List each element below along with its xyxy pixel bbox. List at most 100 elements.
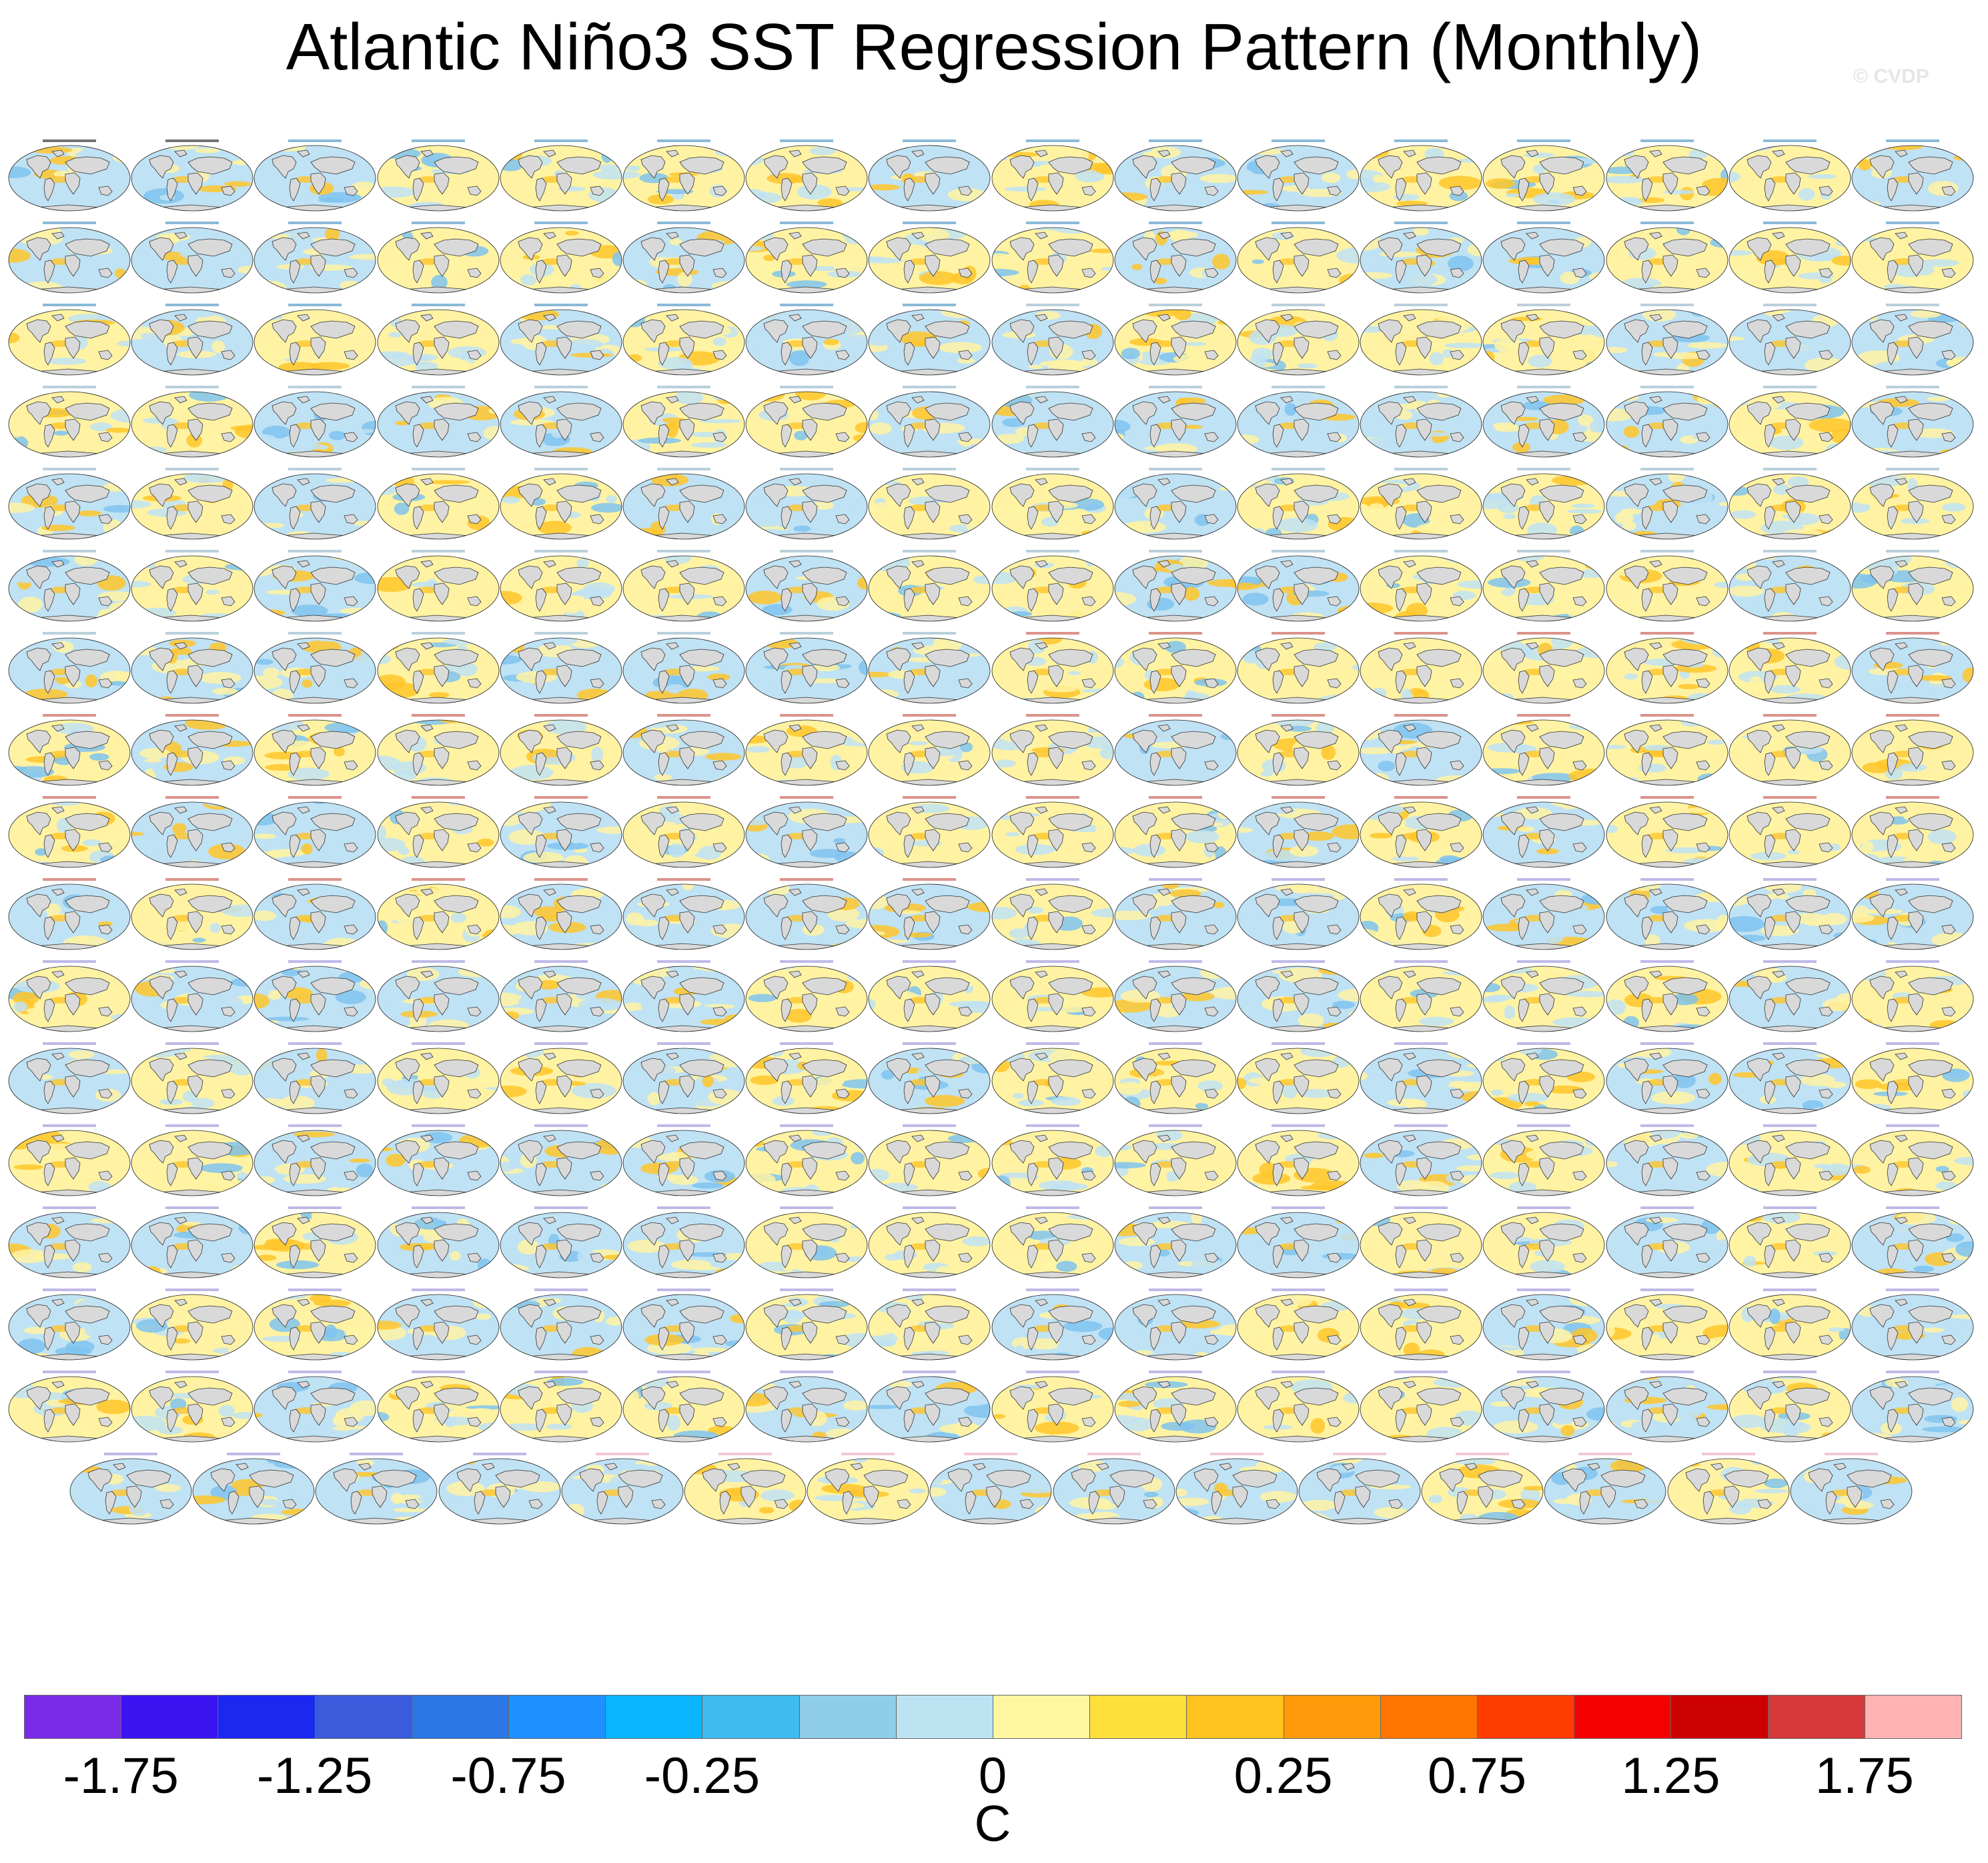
world-map: [1606, 555, 1728, 622]
panel-title-bar: [1272, 960, 1325, 963]
regression-map-panel: [500, 1122, 622, 1196]
regression-map-panel: [1237, 711, 1360, 786]
regression-map-panel: [131, 1040, 254, 1114]
panel-title-bar: [841, 1453, 895, 1455]
world-map: [131, 1048, 254, 1114]
panel-title-bar: [657, 960, 710, 963]
regression-map-panel: [868, 1040, 991, 1114]
regression-map-panel: [254, 465, 376, 540]
panel-title-bar: [1824, 1453, 1878, 1455]
panel-title-bar: [1886, 304, 1939, 306]
panel-title-bar: [1763, 714, 1817, 717]
regression-map-panel: [868, 958, 991, 1032]
world-map: [1728, 801, 1851, 868]
world-map: [991, 719, 1113, 786]
regression-map-panel: [868, 1286, 991, 1361]
panel-title-bar: [1640, 878, 1694, 881]
panel-title-bar: [1272, 1288, 1325, 1291]
panel-title-bar: [165, 468, 219, 470]
regression-map-panel: [1114, 1286, 1237, 1361]
world-map: [377, 309, 499, 376]
regression-map-panel: [1851, 875, 1974, 950]
world-map: [1482, 637, 1605, 704]
panel-title-bar: [657, 1371, 710, 1373]
world-map: [1482, 227, 1605, 294]
regression-map-panel: [8, 1040, 131, 1114]
regression-map-panel: [254, 958, 376, 1032]
regression-map-panel: [1790, 1450, 1913, 1525]
panel-title-bar: [288, 468, 342, 470]
regression-map-panel: [8, 1368, 131, 1443]
regression-map-panel: [929, 1450, 1052, 1525]
world-map: [500, 473, 622, 540]
regression-map-panel: [377, 301, 500, 376]
colorbar-tick-label: -1.75: [63, 1748, 179, 1804]
regression-map-panel: [1114, 301, 1237, 376]
panel-title-bar: [1025, 222, 1079, 224]
panel-title-bar: [1763, 1042, 1817, 1045]
world-map: [8, 637, 131, 704]
world-map: [622, 473, 745, 540]
world-map: [1114, 966, 1237, 1032]
world-map: [1114, 719, 1237, 786]
regression-map-panel: [1482, 629, 1605, 704]
world-map: [131, 391, 254, 458]
regression-map-panel: [991, 875, 1114, 950]
panel-title-bar: [534, 960, 588, 963]
regression-map-panel: [500, 1286, 622, 1361]
panel-title-bar: [657, 468, 710, 470]
world-map: [991, 883, 1113, 950]
world-map: [192, 1458, 315, 1525]
panel-title-bar: [657, 550, 710, 552]
regression-map-panel: [131, 793, 254, 868]
world-map: [500, 1130, 622, 1196]
panel-title-bar: [1886, 632, 1939, 635]
regression-map-panel: [868, 137, 991, 212]
world-map: [8, 1130, 131, 1196]
panel-title-bar: [534, 386, 588, 388]
world-map: [377, 227, 499, 294]
world-map: [1482, 1212, 1605, 1278]
world-map: [500, 555, 622, 622]
regression-map-panel: [1728, 875, 1851, 950]
panel-title-bar: [1886, 222, 1939, 224]
panel-title-bar: [903, 960, 957, 963]
panel-title-bar: [1394, 632, 1448, 635]
regression-map-panel: [868, 1122, 991, 1196]
panel-title-bar: [43, 796, 96, 799]
world-map: [377, 391, 499, 458]
world-map: [991, 1212, 1113, 1278]
panel-title-bar: [288, 1371, 342, 1373]
world-map: [1298, 1458, 1421, 1525]
world-map: [377, 966, 499, 1032]
panel-title-bar: [288, 960, 342, 963]
colorbar-tick-label: -0.75: [450, 1748, 566, 1804]
world-map: [131, 637, 254, 704]
world-map: [745, 391, 868, 458]
panel-title-bar: [288, 1206, 342, 1209]
panel-title-bar: [1148, 714, 1202, 717]
regression-map-panel: [131, 875, 254, 950]
regression-map-panel: [1606, 793, 1728, 868]
panel-title-bar: [1517, 1042, 1571, 1045]
regression-map-panel: [1360, 137, 1482, 212]
regression-map-panel: [991, 1368, 1114, 1443]
regression-map-panel: [991, 465, 1114, 540]
world-map: [254, 391, 376, 458]
regression-map-panel: [1114, 1122, 1237, 1196]
panel-title-bar: [1886, 1288, 1939, 1291]
panel-title-bar: [657, 1206, 710, 1209]
regression-map-panel: [1482, 711, 1605, 786]
world-map: [1237, 473, 1360, 540]
panel-title-bar: [780, 1371, 834, 1373]
regression-map-panel: [1606, 629, 1728, 704]
world-map: [8, 966, 131, 1032]
colorbar-tick-label: -0.25: [644, 1748, 761, 1804]
regression-map-panel: [1851, 1122, 1974, 1196]
panel-title-bar: [1763, 468, 1817, 470]
world-map: [1728, 145, 1851, 212]
regression-map-panel: [622, 383, 745, 458]
world-map: [1237, 966, 1360, 1032]
world-map: [807, 1458, 929, 1525]
regression-map-panel: [1728, 219, 1851, 294]
